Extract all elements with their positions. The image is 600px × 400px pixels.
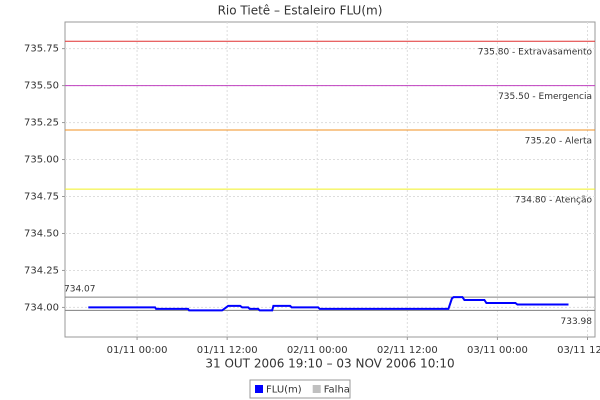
legend-label: Falha [324, 385, 350, 396]
threshold-label: 735.80 - Extravasamento [478, 48, 593, 58]
threshold-label: 735.20 - Alerta [525, 136, 592, 146]
y-tick-label: 735.25 [24, 118, 59, 129]
legend-label: FLU(m) [266, 385, 302, 396]
threshold-label: 735.50 - Emergencia [498, 92, 592, 102]
x-tick-label: 02/11 12:00 [377, 345, 438, 356]
y-tick-label: 735.00 [24, 155, 59, 166]
y-tick-label: 735.75 [24, 44, 59, 55]
y-tick-label: 735.50 [24, 81, 59, 92]
plot-area [64, 21, 596, 338]
legend-swatch [255, 385, 263, 393]
y-tick-label: 734.75 [24, 192, 59, 203]
x-axis-label: 31 OUT 2006 19:10 – 03 NOV 2006 10:10 [205, 357, 454, 371]
y-tick-label: 734.00 [24, 302, 59, 313]
legend-box [249, 379, 351, 399]
x-tick-label: 03/11 12:00 [557, 345, 600, 356]
data-line [88, 296, 569, 312]
threshold-label: 733.98 [561, 317, 593, 327]
y-tick-label: 734.25 [24, 265, 59, 276]
chart-title: Rio Tietê – Estaleiro FLU(m) [218, 4, 383, 18]
threshold-label: 734.07 [64, 285, 96, 295]
y-tick-label: 734.50 [24, 228, 59, 239]
x-tick-label: 01/11 00:00 [107, 345, 168, 356]
x-tick-label: 02/11 00:00 [287, 345, 348, 356]
x-tick-label: 01/11 12:00 [197, 345, 258, 356]
threshold-label: 734.80 - Atenção [515, 196, 593, 206]
legend-swatch [312, 385, 321, 393]
x-tick-label: 03/11 00:00 [467, 345, 528, 356]
